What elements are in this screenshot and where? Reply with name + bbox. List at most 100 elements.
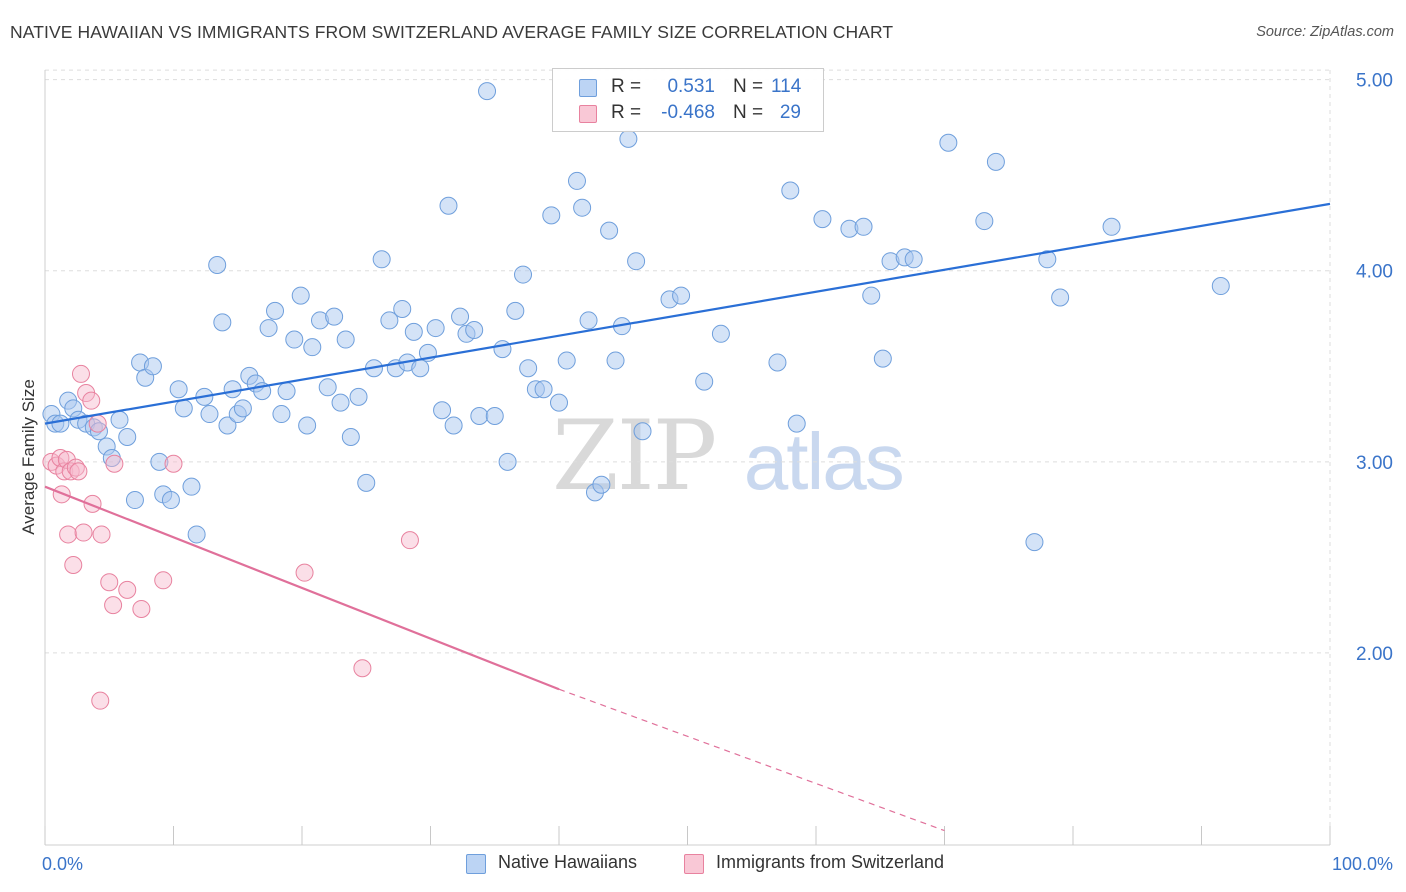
- point-native-hawaiians: [781, 181, 800, 200]
- point-native-hawaiians: [478, 82, 497, 101]
- point-native-hawaiians: [986, 152, 1005, 171]
- y-tick-label: 3.00: [1356, 453, 1393, 474]
- point-immigrants-from-switzerland: [100, 573, 119, 592]
- point-native-hawaiians: [200, 405, 219, 424]
- point-native-hawaiians: [298, 416, 317, 435]
- point-immigrants-from-switzerland: [57, 450, 76, 469]
- point-native-hawaiians: [606, 351, 625, 370]
- point-native-hawaiians: [519, 359, 538, 378]
- point-native-hawaiians: [1025, 533, 1044, 552]
- point-native-hawaiians: [372, 250, 391, 269]
- x-tick-label-right: 100.0%: [1332, 854, 1393, 874]
- point-immigrants-from-switzerland: [59, 525, 78, 544]
- point-native-hawaiians: [174, 399, 193, 418]
- y-tick-label: 5.00: [1356, 71, 1393, 92]
- n-value: 29: [779, 102, 801, 123]
- point-native-hawaiians: [411, 359, 430, 378]
- point-immigrants-from-switzerland: [105, 454, 124, 473]
- point-immigrants-from-switzerland: [353, 659, 372, 678]
- point-native-hawaiians: [633, 422, 652, 441]
- point-immigrants-from-switzerland: [88, 414, 107, 433]
- point-native-hawaiians: [169, 380, 188, 399]
- point-native-hawaiians: [711, 324, 730, 343]
- r-value: 0.531: [667, 76, 715, 97]
- point-native-hawaiians: [579, 311, 598, 330]
- point-native-hawaiians: [118, 427, 137, 446]
- point-native-hawaiians: [813, 210, 832, 229]
- stats-legend-row-native-hawaiians: R = 0.531 N = 114: [553, 75, 823, 101]
- point-native-hawaiians: [393, 299, 412, 318]
- point-native-hawaiians: [498, 452, 517, 471]
- chart-title: NATIVE HAWAIIAN VS IMMIGRANTS FROM SWITZ…: [10, 22, 894, 42]
- point-immigrants-from-switzerland: [92, 525, 111, 544]
- point-native-hawaiians: [506, 301, 525, 320]
- point-native-hawaiians: [627, 252, 646, 271]
- point-native-hawaiians: [331, 393, 350, 412]
- point-immigrants-from-switzerland: [400, 531, 419, 550]
- y-axis-label: Average Family Size: [19, 379, 38, 535]
- r-label: R =: [611, 102, 642, 123]
- point-immigrants-from-switzerland: [295, 563, 314, 582]
- point-immigrants-from-switzerland: [55, 462, 74, 481]
- point-immigrants-from-switzerland: [71, 364, 90, 383]
- point-native-hawaiians: [439, 196, 458, 215]
- point-native-hawaiians: [51, 414, 70, 433]
- blue-swatch: [466, 854, 486, 874]
- point-native-hawaiians: [904, 250, 923, 269]
- point-immigrants-from-switzerland: [91, 691, 110, 710]
- point-native-hawaiians: [768, 353, 787, 372]
- point-native-hawaiians: [1051, 288, 1070, 307]
- point-native-hawaiians: [223, 380, 242, 399]
- point-immigrants-from-switzerland: [74, 523, 93, 542]
- legend-label: Native Hawaiians: [498, 852, 638, 872]
- point-native-hawaiians: [349, 387, 368, 406]
- point-native-hawaiians: [542, 206, 561, 225]
- legend-label: Immigrants from Switzerland: [716, 852, 945, 872]
- point-native-hawaiians: [110, 410, 129, 429]
- point-native-hawaiians: [426, 319, 445, 338]
- point-native-hawaiians: [592, 475, 611, 494]
- y-tick-label: 4.00: [1356, 262, 1393, 283]
- point-native-hawaiians: [939, 133, 958, 152]
- point-native-hawaiians: [259, 319, 278, 338]
- r-value: -0.468: [661, 102, 715, 123]
- point-native-hawaiians: [272, 405, 291, 424]
- point-native-hawaiians: [1038, 250, 1057, 269]
- point-native-hawaiians: [854, 217, 873, 236]
- n-label: N =: [733, 76, 764, 97]
- point-native-hawaiians: [143, 357, 162, 376]
- n-label: N =: [733, 102, 764, 123]
- point-native-hawaiians: [465, 320, 484, 339]
- point-native-hawaiians: [567, 171, 586, 190]
- x-tick-label-left: 0.0%: [42, 854, 83, 874]
- point-native-hawaiians: [444, 416, 463, 435]
- blue-swatch: [579, 79, 597, 97]
- point-native-hawaiians: [485, 406, 504, 425]
- point-native-hawaiians: [318, 378, 337, 397]
- point-native-hawaiians: [208, 256, 227, 275]
- point-native-hawaiians: [695, 372, 714, 391]
- point-native-hawaiians: [493, 340, 512, 359]
- point-native-hawaiians: [161, 491, 180, 510]
- point-native-hawaiians: [125, 491, 144, 510]
- point-native-hawaiians: [218, 416, 237, 435]
- r-label: R =: [611, 76, 642, 97]
- point-native-hawaiians: [550, 393, 568, 412]
- y-tick-label: 2.00: [1356, 644, 1393, 665]
- n-value: 114: [771, 76, 802, 97]
- point-immigrants-from-switzerland: [82, 391, 101, 410]
- point-immigrants-from-switzerland: [104, 596, 123, 615]
- point-native-hawaiians: [336, 330, 355, 349]
- stats-legend: R = 0.531 N = 114 R = -0.468 N = 29: [552, 68, 824, 132]
- point-native-hawaiians: [600, 221, 619, 240]
- trendline-native-hawaiians: [44, 202, 1331, 425]
- point-immigrants-from-switzerland: [154, 571, 173, 590]
- point-native-hawaiians: [862, 286, 881, 305]
- point-immigrants-from-switzerland: [69, 462, 88, 481]
- point-native-hawaiians: [89, 422, 108, 441]
- point-native-hawaiians: [534, 380, 553, 399]
- point-native-hawaiians: [341, 427, 360, 446]
- point-native-hawaiians: [303, 338, 322, 357]
- point-native-hawaiians: [404, 322, 423, 341]
- point-immigrants-from-switzerland: [51, 449, 70, 468]
